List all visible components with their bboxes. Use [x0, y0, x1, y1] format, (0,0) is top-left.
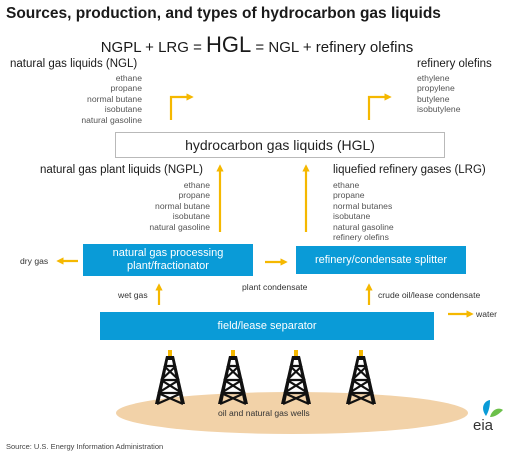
list-item: propylene: [417, 83, 455, 94]
lrg-heading: liquefied refinery gases (LRG): [333, 164, 486, 176]
list-item: propane: [110, 83, 142, 94]
list-item: normal butane: [87, 93, 142, 104]
wet-gas-label: wet gas: [118, 290, 148, 300]
ngl-list: ethane propane normal butane isobutane n…: [40, 73, 142, 125]
lease-separator-box: field/lease separator: [100, 312, 434, 340]
ngpl-list: ethane propane normal butane isobutane n…: [110, 180, 210, 232]
processing-plant-box: natural gas processing plant/fractionato…: [83, 244, 253, 276]
list-item: normal butane: [155, 200, 210, 211]
list-item: ethane: [333, 180, 360, 190]
eia-leaf-icon: [483, 400, 503, 417]
formula-hgl: HGL: [206, 32, 252, 57]
list-item: ethane: [115, 73, 142, 83]
diagram-title: Sources, production, and types of hydroc…: [6, 5, 441, 22]
list-item: refinery olefins: [333, 232, 389, 243]
list-item: ethane: [183, 180, 210, 190]
dry-gas-label: dry gas: [20, 256, 49, 266]
olefins-list: ethylene propylene butylene isobutylene: [417, 73, 460, 115]
crude-oil-label: crude oil/lease condensate: [378, 290, 481, 300]
lrg-list: ethane propane normal butanes isobutane …: [333, 180, 394, 242]
list-item: natural gasoline: [149, 221, 210, 232]
list-item: butylene: [417, 93, 450, 104]
arrow-to-ngl: [169, 93, 194, 120]
hgl-formula: NGPL + LRG = HGL = NGL + refinery olefin…: [0, 32, 514, 58]
ngpl-heading: natural gas plant liquids (NGPL): [40, 164, 203, 176]
plant-condensate-label: plant condensate: [242, 282, 308, 292]
list-item: natural gasoline: [333, 221, 394, 232]
processing-line-1: natural gas processing: [112, 247, 224, 259]
formula-right: = NGL + refinery olefins: [251, 39, 414, 56]
list-item: isobutylene: [417, 104, 461, 115]
eia-logo: eia: [473, 417, 494, 434]
arrow-to-olefins: [367, 93, 392, 120]
source-note: Source: U.S. Energy Information Administ…: [6, 442, 164, 451]
wells-label: oil and natural gas wells: [218, 408, 310, 418]
list-item: isobutane: [172, 211, 210, 222]
list-item: propane: [333, 190, 365, 201]
water-label: water: [476, 309, 498, 319]
list-item: ethylene: [417, 73, 450, 83]
list-item: isobutane: [104, 104, 142, 115]
list-item: isobutane: [333, 211, 371, 222]
condensate-splitter-box: refinery/condensate splitter: [296, 246, 466, 274]
formula-left: NGPL + LRG =: [100, 39, 207, 56]
ngl-heading: natural gas liquids (NGL): [10, 58, 138, 70]
ground-ellipse: [116, 392, 468, 434]
list-item: propane: [178, 190, 210, 201]
derrick-icon-1: [153, 348, 187, 406]
list-item: normal butanes: [333, 200, 393, 211]
list-item: natural gasoline: [81, 114, 142, 125]
processing-line-2: plant/fractionator: [127, 260, 209, 272]
olefins-heading: refinery olefins: [417, 58, 492, 70]
hgl-box: hydrocarbon gas liquids (HGL): [115, 132, 445, 158]
